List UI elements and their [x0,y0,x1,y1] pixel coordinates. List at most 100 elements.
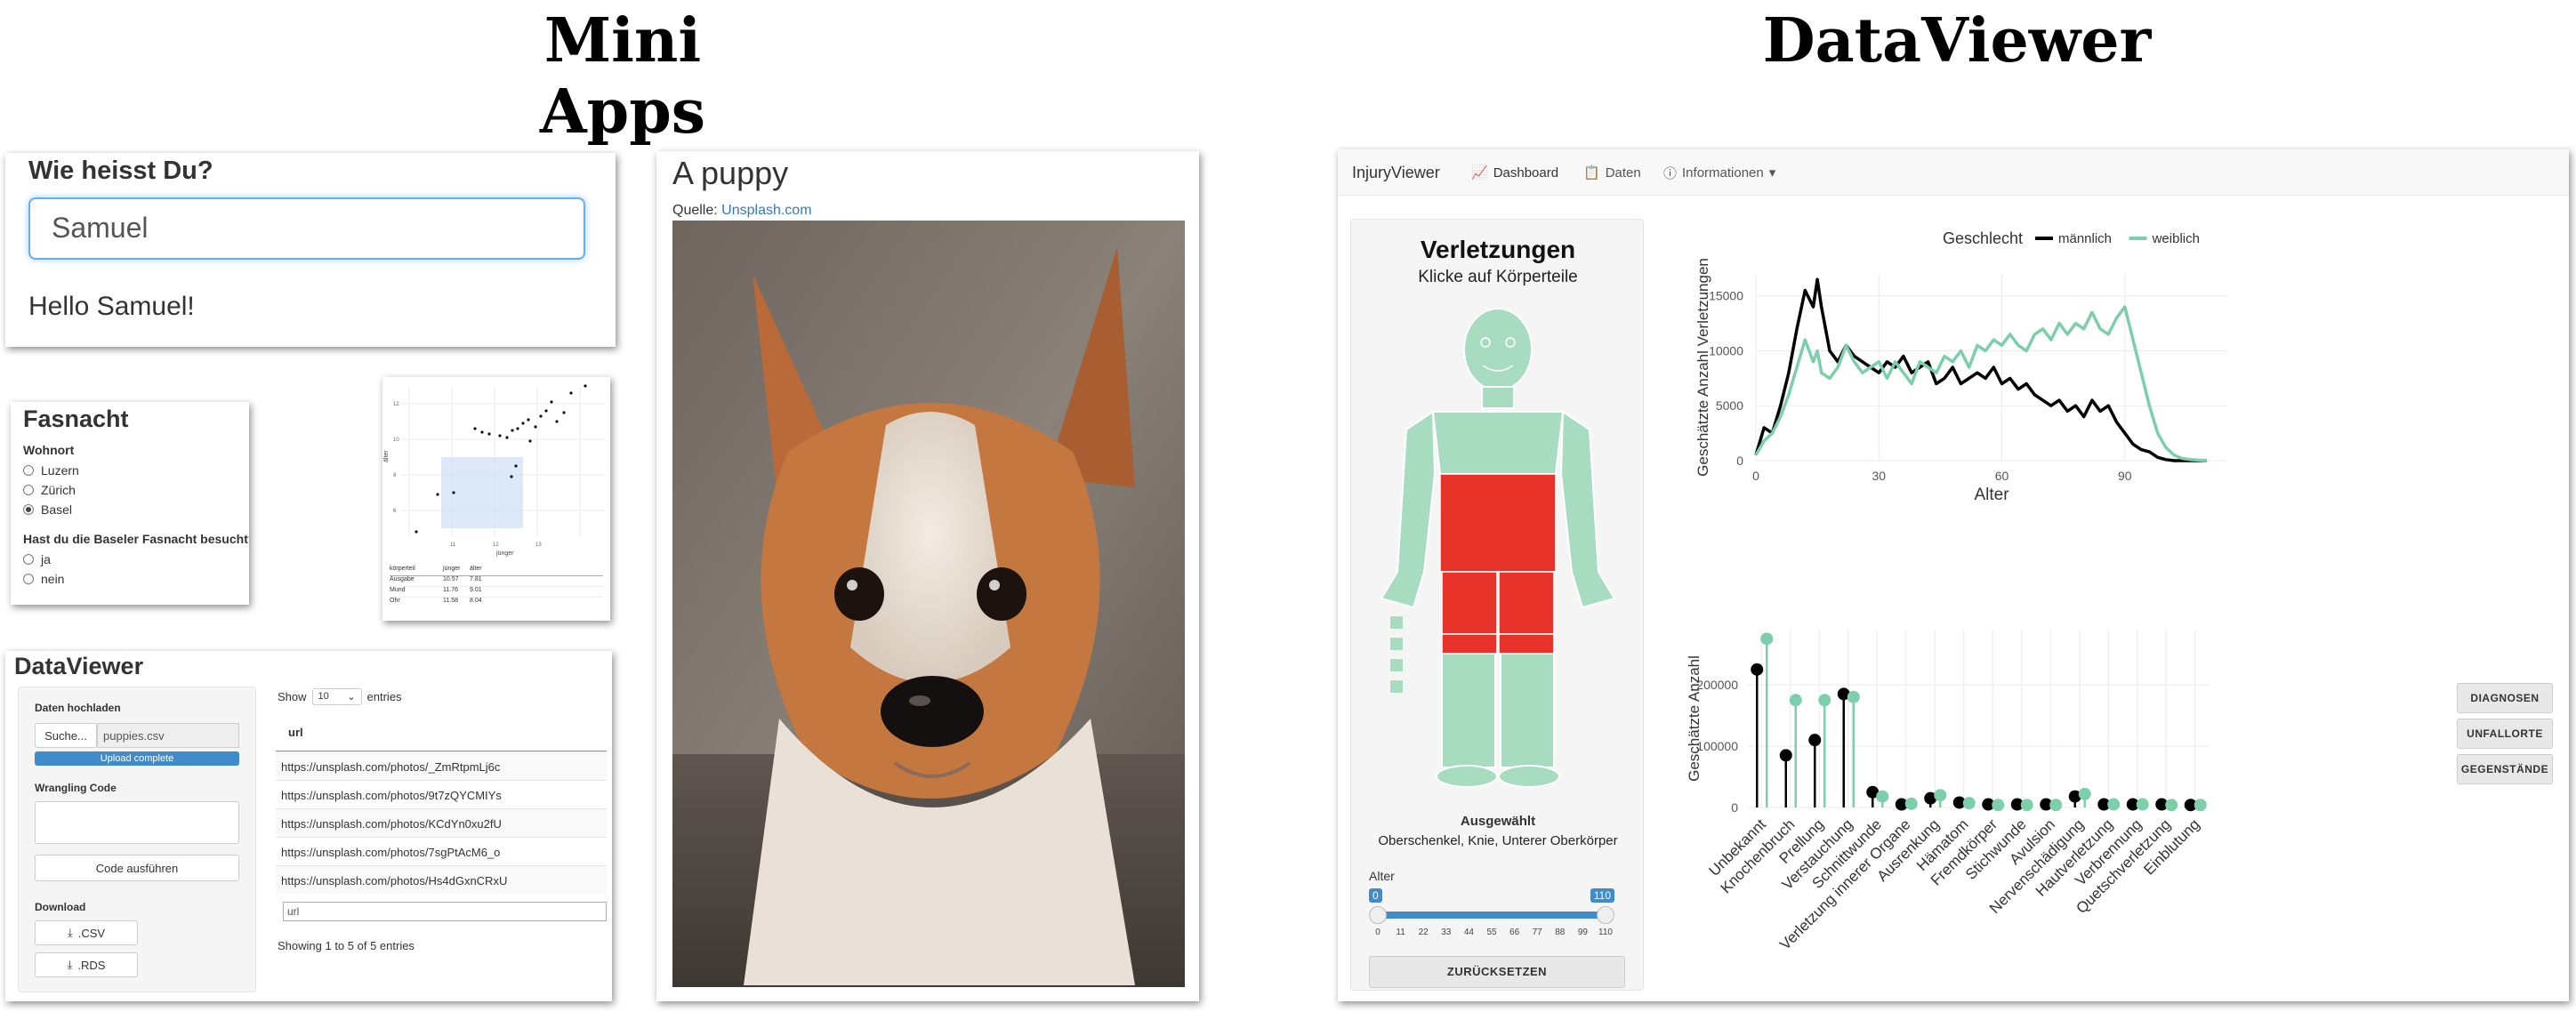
scatter-table: körperteil jünger älter Ausgabe 10.57 7.81 M… [390,566,603,608]
lollipop-point[interactable] [1962,797,1976,810]
entries-label: entries [366,690,402,703]
radio-ja[interactable]: ja [23,550,64,569]
ytick: 12 [393,402,399,407]
lower-torso-selected[interactable] [1439,473,1557,573]
lollipop-ylabel: Geschätzte Anzahl [1686,655,1703,782]
left-thigh-selected[interactable] [1441,571,1498,635]
nav-label: Informationen [1682,165,1764,181]
nav-dashboard[interactable]: 📈 Dashboard [1471,149,1558,196]
reset-button[interactable]: ZURÜCKSETZEN [1369,956,1625,988]
lollipop-point[interactable] [2020,799,2033,812]
code-textarea[interactable] [35,801,239,844]
browse-button[interactable]: Suche... [35,723,97,748]
table-row[interactable]: https://unsplash.com/photos/KCdYn0xu2fU [276,808,607,837]
download-icon: ⤓ [67,958,73,971]
lollipop-point[interactable] [1847,690,1860,703]
lollipop-point[interactable] [2155,798,2169,811]
lollipop-point[interactable] [2097,798,2111,811]
left-arm[interactable] [1380,410,1437,609]
table-row[interactable]: https://unsplash.com/photos/Hs4dGxnCRxU [276,865,607,894]
lollipop-point[interactable] [1982,798,1995,811]
left-knee-selected[interactable] [1441,633,1498,655]
lollipop-point[interactable] [1808,734,1822,747]
scatter-points [415,384,587,534]
slider-handle-min[interactable] [1369,906,1387,924]
run-code-button[interactable]: Code ausführen [35,855,239,881]
lollipop-point[interactable] [2049,799,2063,812]
right-foot[interactable] [1498,765,1560,788]
lollipop-point[interactable] [1789,694,1802,707]
url-column-header[interactable]: url [288,726,303,739]
lollipop-point[interactable] [1818,694,1831,707]
radio-basel[interactable]: Basel [23,500,79,519]
name-input[interactable]: Samuel [28,197,585,260]
lollipop-point[interactable] [1866,785,1880,799]
radio-zurich[interactable]: Zürich [23,480,79,500]
lollipop-point[interactable] [2068,790,2081,803]
lollipop-point[interactable] [1992,799,2005,812]
cell: 8.04 [470,598,482,604]
lollipop-point[interactable] [2126,798,2139,811]
upper-torso[interactable] [1431,411,1565,475]
lollipop-point[interactable] [1952,796,1966,809]
slider-tick-label: 11 [1396,928,1405,937]
lollipop-point[interactable] [1751,663,1764,676]
lollipop-point[interactable] [2078,787,2091,800]
nav-informationen[interactable]: ⓘ Informationen ▾ [1663,149,1775,196]
nav-daten[interactable]: 📋 Daten [1583,149,1641,196]
lollipop-point[interactable] [1876,790,1889,803]
right-thigh-selected[interactable] [1498,571,1555,635]
lollipop-point[interactable] [1837,687,1850,701]
slider-min-badge: 0 [1369,888,1382,903]
right-knee-selected[interactable] [1498,633,1555,655]
slider-tick-label: 0 [1375,928,1381,937]
line-chart[interactable]: 0 5000 10000 15000 0 30 60 90 Alter Geschätzte An… [1676,221,2245,523]
lollipop-point[interactable] [2107,798,2121,811]
body-figure[interactable] [1378,305,1618,808]
lollipop-point[interactable] [2010,798,2024,811]
table-row[interactable]: https://unsplash.com/photos/7sgPtAcM6_o [276,837,607,865]
col-header: jünger [443,566,461,572]
right-lower-leg[interactable] [1500,651,1555,768]
lollipop-chart[interactable]: 0100000200000UnbekanntKnochenbruchPrellu… [1676,621,2227,994]
gegenstaende-button[interactable]: GEGENSTÄNDE [2457,754,2553,784]
lollipop-point[interactable] [1924,791,1937,805]
slider-handle-max[interactable] [1597,906,1614,924]
download-csv-button[interactable]: ⤓ .CSV [35,920,138,945]
brand[interactable]: InjuryViewer [1352,163,1440,181]
lollipop-point[interactable] [1934,789,1947,802]
lollipop-point[interactable] [2184,799,2197,812]
download-label: Download [35,901,86,913]
left-foot[interactable] [1436,765,1498,788]
table-row[interactable]: https://unsplash.com/photos/9t7zQYCMIYs [276,780,607,808]
scatter-plot[interactable]: 12 10 8 6 11 12 13 jünger älter [382,377,610,621]
column-filter-input[interactable]: url [283,902,607,921]
radio-nein[interactable]: nein [23,569,64,589]
left-lower-leg[interactable] [1441,651,1496,768]
source-link[interactable]: Unsplash.com [721,203,812,218]
lollipop-point[interactable] [2194,799,2207,812]
nav-label: Dashboard [1493,165,1559,181]
radio-dot [23,554,34,565]
age-slider[interactable]: 0 110 0 11 22 33 44 55 66 77 88 99 110 [1369,888,1614,942]
radio-label: ja [41,552,51,566]
radio-luzern[interactable]: Luzern [23,461,79,480]
slider-tick-label: 99 [1577,928,1588,937]
lollipop-point[interactable] [1779,749,1792,762]
lollipop-point[interactable] [2136,798,2149,811]
radio-label: nein [41,572,65,586]
scatter-xlabel: jünger [495,550,514,557]
right-arm[interactable] [1559,410,1616,609]
diagnosen-button[interactable]: DIAGNOSEN [2457,683,2553,713]
table-row[interactable]: https://unsplash.com/photos/_ZmRtpmLj6c [276,751,607,780]
page-size-select[interactable]: 10 ⌄ [311,688,362,705]
lollipop-point[interactable] [1760,632,1774,646]
lollipop-point[interactable] [1904,797,1918,810]
lollipop-point[interactable] [1895,798,1908,811]
neck[interactable] [1481,386,1515,409]
head[interactable] [1463,308,1533,391]
download-rds-button[interactable]: ⤓ .RDS [35,952,138,977]
lollipop-point[interactable] [2040,798,2053,811]
unfallorte-button[interactable]: UNFALLORTE [2457,719,2553,749]
lollipop-point[interactable] [2165,799,2178,812]
